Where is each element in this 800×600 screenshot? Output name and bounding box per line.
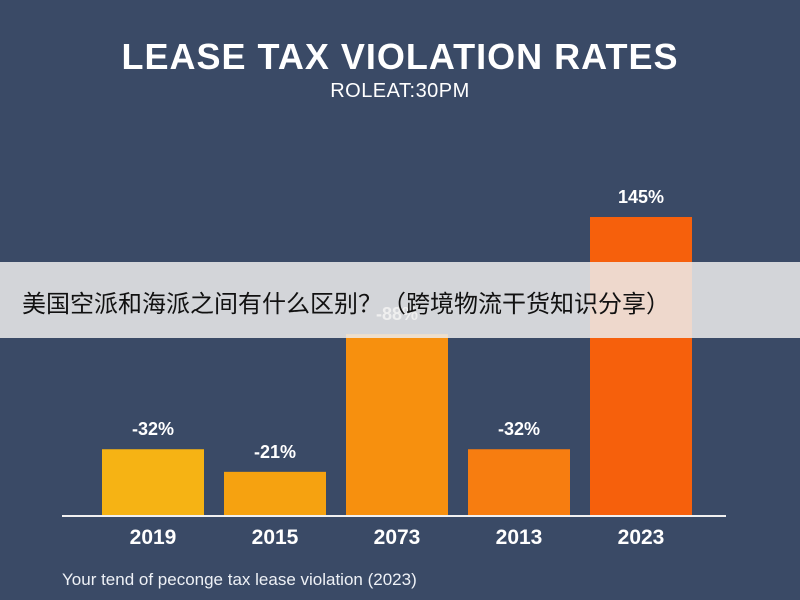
bar-2073 [346,334,448,515]
bar-2015 [224,471,326,515]
data-label-2019: -32% [132,419,174,439]
x-tick-label-2013: 2013 [496,526,543,549]
x-tick-label-2019: 2019 [130,526,177,549]
x-tick-label-2015: 2015 [252,526,299,549]
x-axis-baseline [62,515,726,517]
x-tick-label-2023: 2023 [618,526,665,549]
x-tick-label-2073: 2073 [374,526,421,549]
data-label-2013: -32% [498,419,540,439]
data-label-2015: -21% [254,442,296,462]
overlay-banner-text: 美国空派和海派之间有什么区别？（跨境物流干货知识分享） [22,290,670,318]
chart-caption: Your tend of peconge tax lease violation… [62,570,417,589]
chart-subtitle: ROLEAT:30PM [330,80,470,102]
bar-2019 [102,449,204,515]
overlay-banner: 美国空派和海派之间有什么区别？（跨境物流干货知识分享） [0,262,800,338]
chart-title: LEASE TAX VIOLATION RATES [121,36,679,77]
bar-2013 [468,449,570,515]
data-label-2023: 145% [618,187,664,207]
